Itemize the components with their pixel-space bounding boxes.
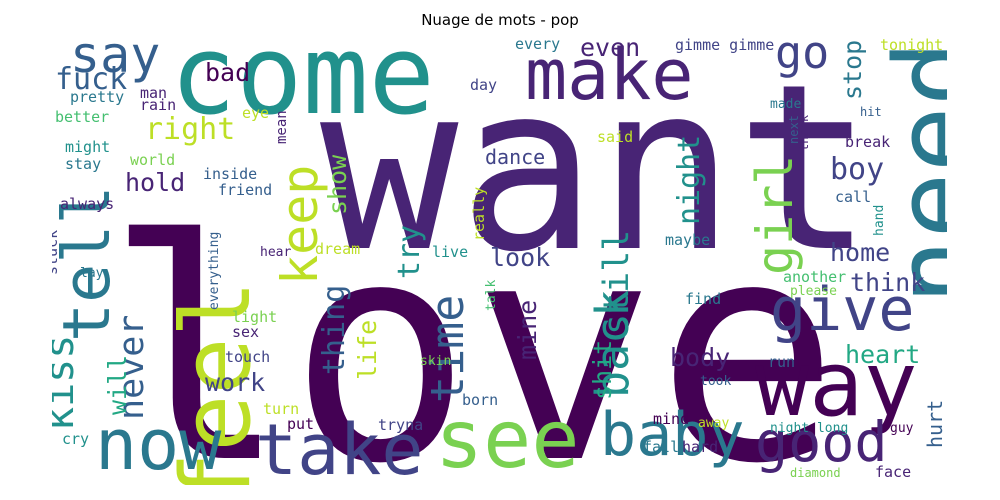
word-made: made xyxy=(770,97,802,112)
word-stuck: stuck xyxy=(52,229,61,275)
word-always: always xyxy=(60,195,115,213)
word-took: took xyxy=(700,374,732,389)
word-better: better xyxy=(55,108,110,126)
word-try: try xyxy=(392,224,427,279)
word-day: day xyxy=(470,76,498,94)
word-way: way xyxy=(755,332,918,437)
word-baby: baby xyxy=(600,400,745,470)
word-even: even xyxy=(580,36,641,62)
word-body: body xyxy=(670,343,731,372)
word-face: face xyxy=(875,463,912,481)
word-now: now xyxy=(95,404,222,485)
word-inside: inside xyxy=(203,165,258,183)
word-put: put xyxy=(287,415,315,433)
word-hear: hear xyxy=(260,245,292,260)
word-hit: hit xyxy=(860,105,882,119)
word-still: still xyxy=(597,229,637,335)
word-go: go xyxy=(775,36,830,79)
word-will: will xyxy=(103,354,132,415)
word-skin: skin xyxy=(420,354,452,369)
word-home: home xyxy=(830,238,891,267)
word-away: away xyxy=(698,416,730,431)
word-touch: touch xyxy=(225,348,271,366)
word-fall: fall xyxy=(643,438,680,456)
word-good: good xyxy=(755,410,888,474)
word-mine: mine xyxy=(513,299,542,360)
word-show: show xyxy=(323,154,352,215)
word-man: man xyxy=(140,84,168,102)
word-mind: mind xyxy=(653,410,690,428)
word-pretty: pretty xyxy=(70,88,125,106)
word-tonight: tonight xyxy=(880,36,944,54)
word-light: light xyxy=(232,308,278,326)
word-keep: keep xyxy=(271,164,329,285)
word-another: another xyxy=(783,268,847,286)
word-night: night xyxy=(672,134,707,225)
word-need: need xyxy=(871,40,947,305)
word-give: give xyxy=(770,275,915,345)
word-guy: guy xyxy=(890,421,914,436)
word-kiss: kiss xyxy=(52,334,83,431)
word-dance: dance xyxy=(485,145,546,169)
word-eye: eye xyxy=(242,104,270,122)
word-thank: thank xyxy=(797,114,811,151)
word-fuck: fuck xyxy=(55,62,128,97)
word-girl: girl xyxy=(746,154,804,275)
word-talk: talk xyxy=(484,279,499,311)
word-every: every xyxy=(515,36,561,53)
word-night-long: night long xyxy=(770,421,849,436)
word-time: time xyxy=(421,294,474,403)
word-love: love xyxy=(105,175,840,485)
word-maybe: maybe xyxy=(665,231,711,249)
word-gimme-gimme: gimme gimme xyxy=(675,36,775,54)
word-take: take xyxy=(255,409,424,485)
word-shit: shit xyxy=(588,339,617,400)
word-want: want xyxy=(320,36,874,303)
word-dream: dream xyxy=(315,240,361,258)
word-run: run xyxy=(768,353,796,371)
word-think: think xyxy=(850,268,926,297)
word-hold: hold xyxy=(125,168,186,197)
word-life: life xyxy=(353,319,382,380)
word-see: see xyxy=(435,393,580,485)
word-really: really xyxy=(470,186,488,241)
word-boy: boy xyxy=(830,152,885,187)
word-cry: cry xyxy=(62,430,90,448)
word-please: please xyxy=(790,284,837,299)
word-right: right xyxy=(145,112,236,147)
word-cloud: love want come make need feel tell see take now wa… xyxy=(52,36,947,485)
word-hand: hand xyxy=(872,204,887,236)
word-sex: sex xyxy=(232,323,260,341)
word-turn: turn xyxy=(263,400,300,418)
word-world: world xyxy=(130,151,176,169)
word-hurt: hurt xyxy=(923,399,947,448)
word-live: live xyxy=(432,243,469,261)
word-stop: stop xyxy=(838,39,867,100)
word-mean: mean xyxy=(274,110,290,144)
word-come: come xyxy=(170,36,435,139)
word-say: say xyxy=(70,36,161,84)
word-diamond: diamond xyxy=(790,466,841,480)
word-make: make xyxy=(525,36,694,116)
word-friend: friend xyxy=(218,181,273,199)
word-look: look xyxy=(490,243,551,272)
word-might: might xyxy=(65,138,111,156)
word-heart: heart xyxy=(845,340,921,369)
word-find: find xyxy=(685,290,722,308)
word-rain: rain xyxy=(140,96,177,114)
word-tryna: tryna xyxy=(378,416,424,434)
word-born: born xyxy=(462,391,499,409)
word-bad: bad xyxy=(205,58,251,87)
word-call: call xyxy=(835,188,872,206)
word-break: break xyxy=(845,133,891,151)
word-lay: lay xyxy=(80,266,104,281)
word-stay: stay xyxy=(65,155,102,173)
word-everything: everything xyxy=(207,231,222,310)
word-work: work xyxy=(205,368,266,397)
word-thing: thing xyxy=(317,284,352,375)
chart-title: Nuage de mots - pop xyxy=(421,11,579,29)
word-said: said xyxy=(597,128,634,146)
word-hard: hard xyxy=(682,438,719,456)
